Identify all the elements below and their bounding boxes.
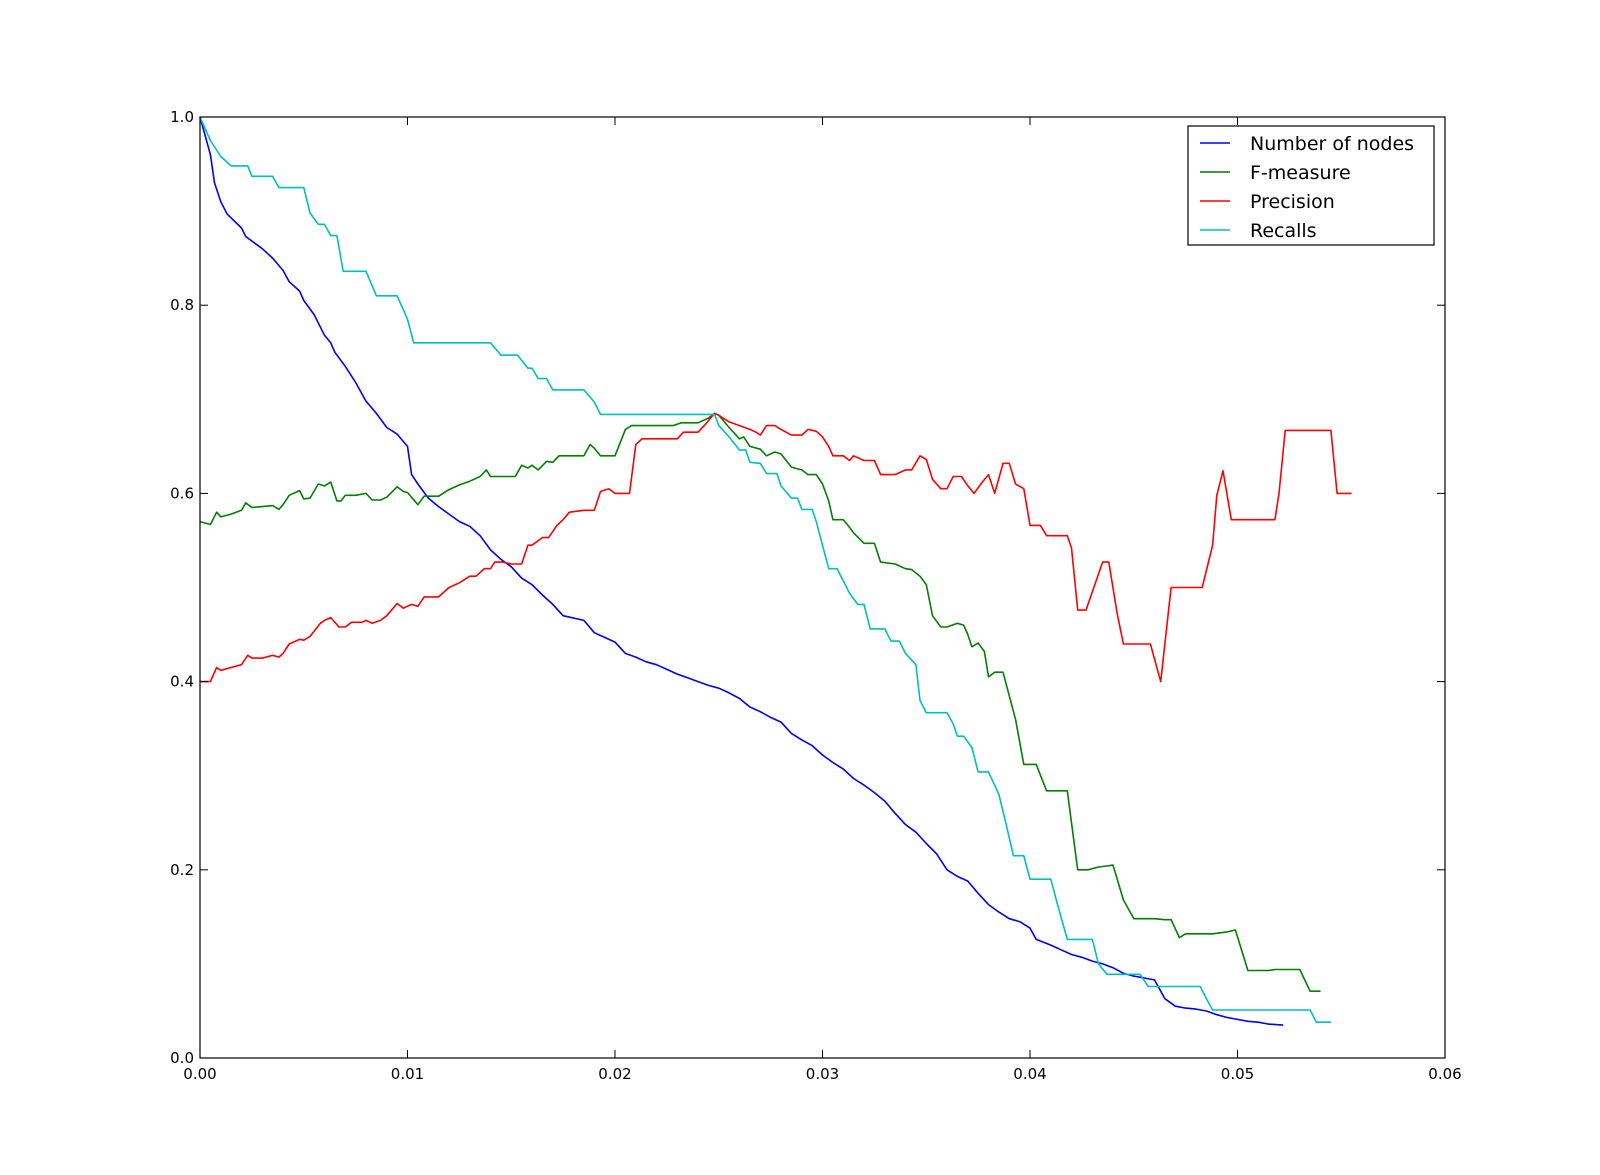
x-tick-label: 0.00 bbox=[183, 1065, 216, 1083]
x-tick-label: 0.04 bbox=[1013, 1065, 1046, 1083]
series-line-f-measure bbox=[199, 412, 1321, 993]
legend-items: Number of nodes F-measure Precision Recalls bbox=[1200, 133, 1414, 242]
legend-box bbox=[1187, 125, 1435, 246]
x-tick-label: 0.05 bbox=[1221, 1065, 1254, 1083]
series-layer bbox=[199, 116, 1352, 1026]
plot-frame bbox=[199, 116, 1446, 1059]
x-tick-label: 0.03 bbox=[806, 1065, 839, 1083]
x-tick-label: 0.06 bbox=[1428, 1065, 1461, 1083]
y-tick-label: 0.2 bbox=[170, 861, 194, 879]
y-tick-label: 0.8 bbox=[170, 296, 194, 314]
axis-ticks: 0.00 0.01 0.02 0.03 0.04 0.05 0.06 0.0 0.2 0.4 0.6… bbox=[170, 108, 1462, 1083]
legend-label: Precision bbox=[1250, 191, 1335, 213]
x-tick-label: 0.02 bbox=[598, 1065, 631, 1083]
y-tick-label: 0.4 bbox=[170, 673, 194, 691]
legend-label: Recalls bbox=[1250, 220, 1317, 242]
series-line-recalls bbox=[199, 116, 1331, 1024]
series-line-number-of-nodes bbox=[199, 116, 1284, 1026]
y-tick-label: 1.0 bbox=[170, 108, 194, 126]
y-tick-label: 0.0 bbox=[170, 1049, 194, 1067]
y-tick-label: 0.6 bbox=[170, 484, 194, 502]
series-line-precision bbox=[200, 412, 1352, 683]
legend-label: F-measure bbox=[1250, 162, 1351, 184]
legend: Number of nodes F-measure Precision Recalls bbox=[1187, 125, 1435, 246]
legend-label: Number of nodes bbox=[1250, 133, 1414, 155]
x-tick-label: 0.01 bbox=[391, 1065, 424, 1083]
